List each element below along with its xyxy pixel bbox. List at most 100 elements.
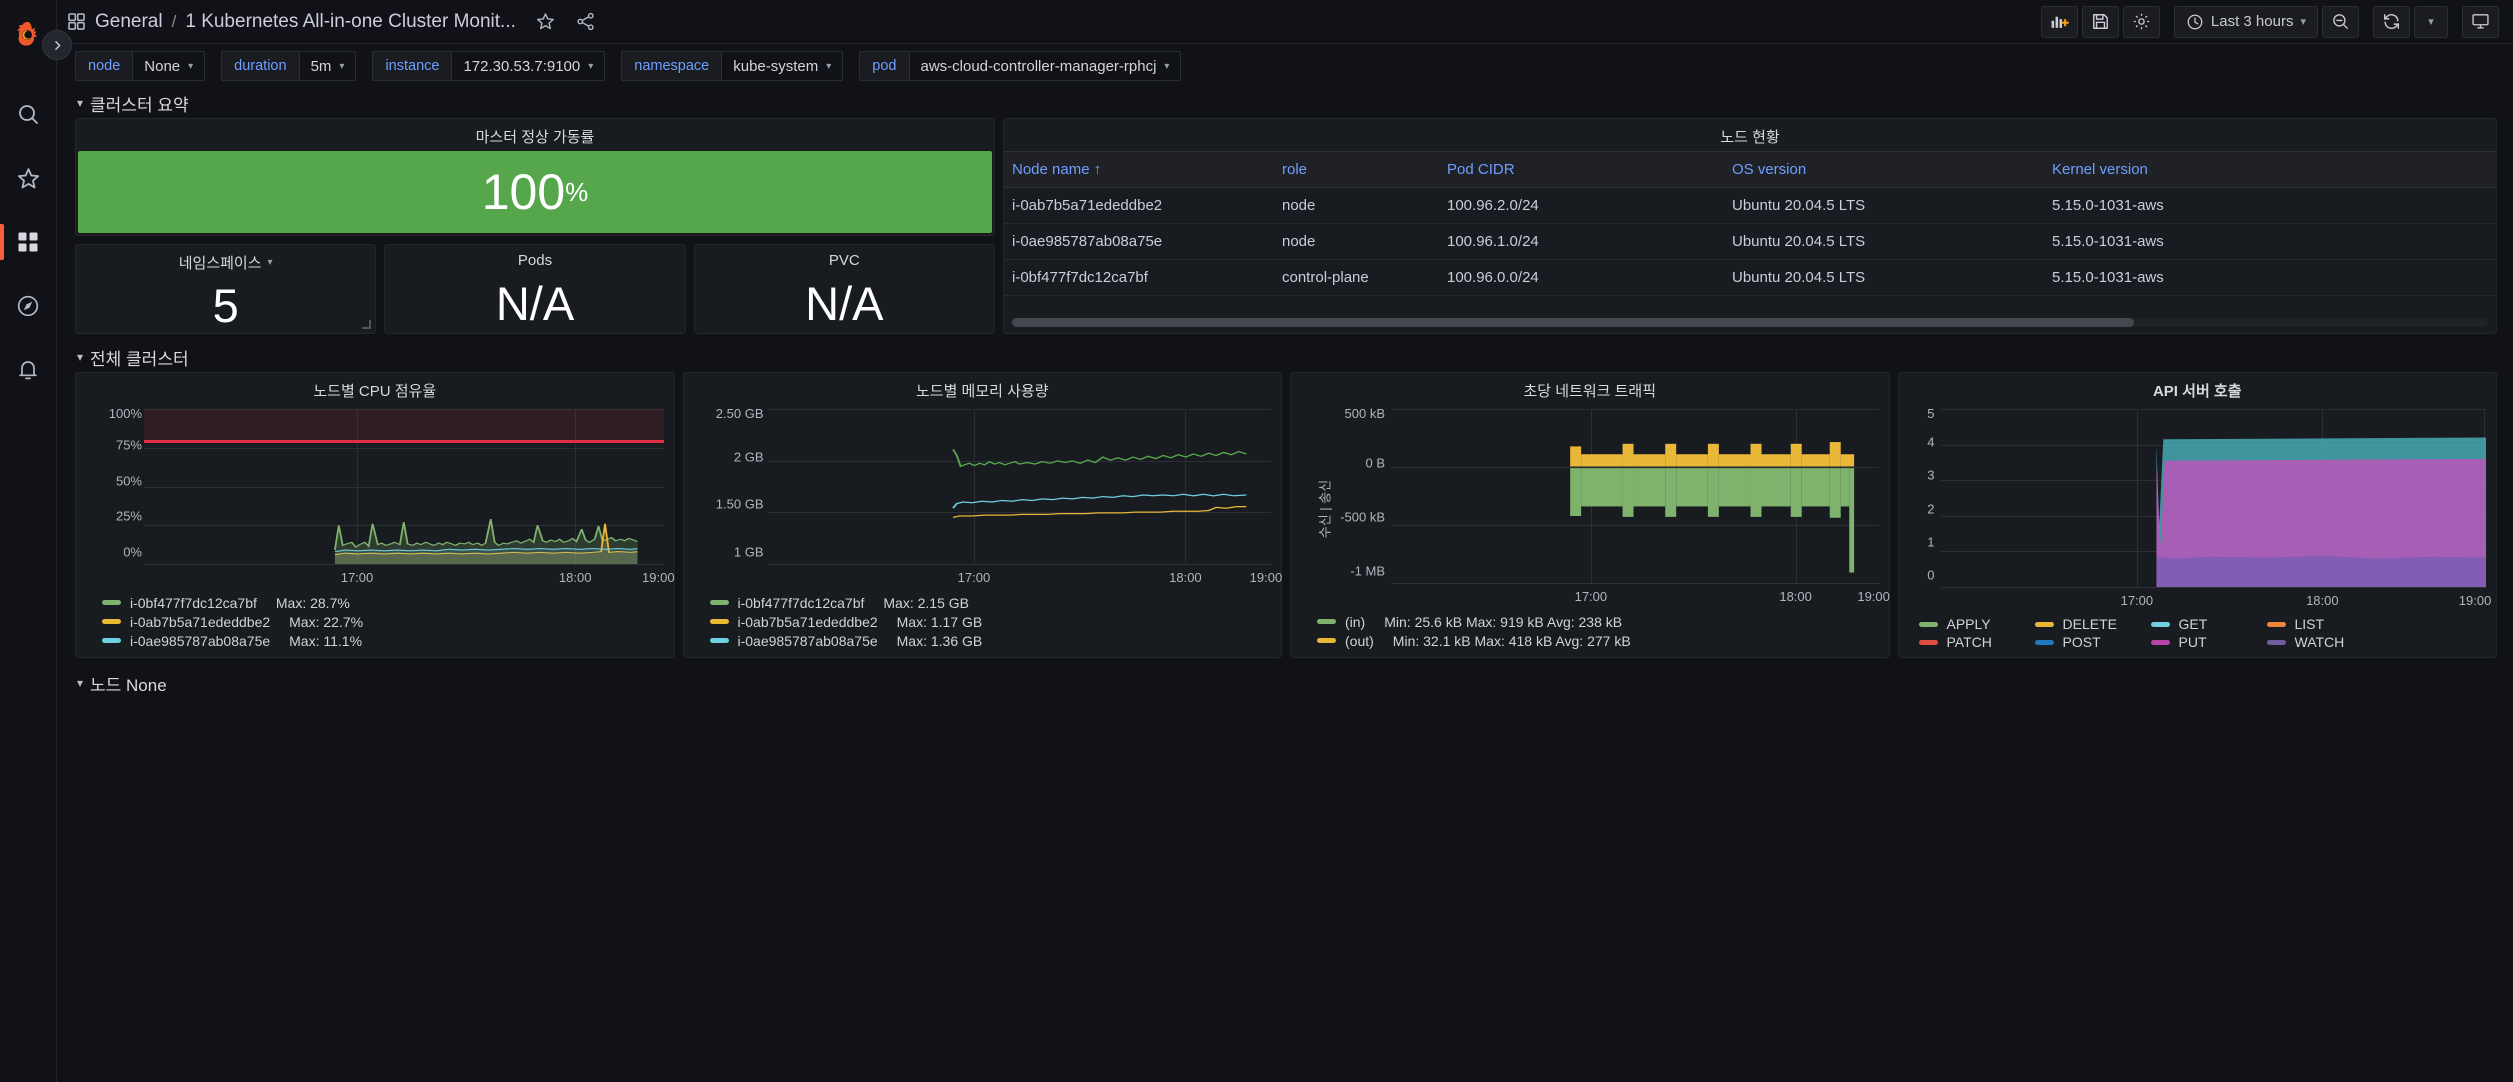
nav-rail-expand-button[interactable]	[42, 30, 72, 60]
network-xtick: 19:00	[1857, 589, 1890, 604]
page-title[interactable]: 1 Kubernetes All-in-one Cluster Monit...	[185, 10, 516, 32]
legend-item[interactable]: APPLY	[1918, 616, 2035, 632]
time-range-picker[interactable]: Last 3 hours ▾	[2173, 5, 2318, 38]
add-panel-button[interactable]	[2040, 5, 2078, 38]
network-plot-area	[1391, 409, 1879, 584]
legend-item[interactable]: i-0ab7b5a71ededdbe2 Max: 22.7%	[102, 614, 363, 630]
star-outline-icon[interactable]	[535, 11, 556, 32]
table-horizontal-scrollbar[interactable]	[1012, 318, 2488, 327]
column-header-node-name[interactable]: Node name ↑	[1012, 161, 1102, 178]
grafana-logo-icon[interactable]	[5, 12, 51, 58]
zoom-out-time-button[interactable]	[2322, 5, 2359, 38]
memory-ytick: 2.50 GB	[715, 406, 764, 421]
zoom-out-icon	[2333, 14, 2348, 29]
network-series-svg	[1570, 442, 1855, 573]
legend-item[interactable]: i-0bf477f7dc12ca7bf Max: 2.15 GB	[709, 594, 969, 611]
topbar-actions: Last 3 hours ▾ ▾	[2040, 5, 2499, 38]
row-header-cluster-summary[interactable]: ▾ 클러스터 요약	[75, 88, 2497, 118]
sidebar-item-explore[interactable]	[0, 274, 57, 338]
variable-namespace-label: namespace	[621, 51, 722, 81]
sidebar-item-starred[interactable]	[0, 146, 57, 210]
row-title-whole-cluster: 전체 클러스터	[90, 349, 189, 369]
column-header-os-version[interactable]: OS version	[1732, 161, 1807, 178]
legend-series-name: LIST	[2294, 616, 2325, 632]
chart-network-traffic[interactable]: 수신 | 송신 500 kB 0 B -500 kB -1 MB	[1297, 407, 1890, 608]
refresh-icon	[2383, 14, 2400, 29]
sidebar-item-alerting[interactable]	[0, 338, 57, 402]
legend-series-name: i-0bf477f7dc12ca7bf	[737, 594, 865, 611]
legend-item[interactable]: i-0ae985787ab08a75e Max: 11.1%	[102, 633, 362, 649]
legend-color-swatch	[1918, 621, 1938, 627]
row-header-node[interactable]: ▾ 노드 None	[75, 668, 2497, 698]
chart-cpu-usage[interactable]: 100% 75% 50% 25% 0%	[82, 407, 675, 589]
row-title-node: 노드 None	[90, 675, 167, 695]
legend-item[interactable]: LIST	[2266, 616, 2383, 632]
variable-instance: instance 172.30.53.7:9100 ▾	[372, 51, 606, 81]
cell-node-name: i-0ae985787ab08a75e	[1012, 233, 1163, 250]
save-icon	[2092, 14, 2108, 29]
refresh-interval-dropdown[interactable]: ▾	[2414, 5, 2448, 38]
share-nodes-icon[interactable]	[575, 11, 596, 32]
variable-namespace-select[interactable]: kube-system ▾	[721, 51, 844, 81]
breadcrumb-folder[interactable]: General	[95, 10, 163, 32]
variable-pod-select[interactable]: aws-cloud-controller-manager-rphcj ▾	[908, 51, 1182, 81]
legend-series-name: i-0ab7b5a71ededdbe2	[130, 613, 271, 630]
legend-item[interactable]: i-0ab7b5a71ededdbe2 Max: 1.17 GB	[709, 613, 982, 630]
panel-title-network-traffic: 초당 네트워크 트래픽	[1523, 383, 1657, 400]
legend-item[interactable]: (in) Min: 25.6 kB Max: 919 kB Avg: 238 kB	[1317, 614, 1622, 630]
panel-cpu-usage: 노드별 CPU 점유율 100% 75% 50% 25% 0%	[75, 372, 675, 658]
cpu-x-axis: 17:00 18:00 19:00	[144, 567, 675, 589]
variable-duration-select[interactable]: 5m ▾	[298, 51, 357, 81]
legend-item[interactable]: PUT	[2150, 634, 2267, 650]
legend-item[interactable]: WATCH	[2266, 634, 2383, 650]
chart-memory-usage[interactable]: 2.50 GB 2 GB 1.50 GB 1 GB	[690, 406, 1282, 589]
gear-icon	[2133, 13, 2150, 30]
cell-kernel-version: 5.15.0-1031-aws	[2052, 197, 2164, 214]
variable-namespace-value: kube-system	[733, 57, 819, 75]
refresh-dashboard-button[interactable]	[2373, 5, 2410, 38]
dashboard-grid-icon	[67, 12, 86, 31]
star-icon	[17, 167, 39, 188]
legend-series-name: i-0ab7b5a71ededdbe2	[737, 613, 878, 630]
cpu-ytick: 25%	[115, 508, 142, 524]
api-legend: APPLY DELETE GET LIST PATCH POST PUT WAT…	[1899, 612, 2497, 657]
variable-node-select[interactable]: None ▾	[132, 51, 206, 81]
legend-color-swatch	[2034, 621, 2054, 627]
legend-item[interactable]: GET	[2150, 616, 2267, 632]
variable-duration-label: duration	[221, 51, 299, 81]
legend-item[interactable]: POST	[2034, 634, 2151, 650]
cpu-threshold-region	[144, 409, 664, 440]
variable-instance-select[interactable]: 172.30.53.7:9100 ▾	[451, 51, 606, 81]
tv-mode-button[interactable]	[2462, 5, 2499, 38]
save-dashboard-button[interactable]	[2081, 5, 2119, 38]
legend-item[interactable]: PATCH	[1918, 634, 2035, 650]
legend-item[interactable]: i-0bf477f7dc12ca7bf Max: 28.7%	[102, 595, 350, 611]
whole-cluster-graph-row: 노드별 CPU 점유율 100% 75% 50% 25% 0%	[75, 372, 2497, 658]
legend-color-swatch	[709, 619, 729, 624]
legend-series-name: APPLY	[1946, 616, 1991, 632]
panel-title-master-uptime: 마스터 정상 가동률	[475, 129, 595, 146]
sidebar-item-dashboards[interactable]	[0, 210, 57, 274]
chart-api-server-requests[interactable]: 5 4 3 2 1 0	[1905, 407, 2491, 612]
memory-xtick: 18:00	[1169, 570, 1202, 585]
dashboard-settings-button[interactable]	[2122, 5, 2160, 38]
legend-series-stat: Max: 2.15 GB	[883, 594, 969, 611]
variable-node: node None ▾	[75, 51, 206, 81]
column-header-kernel-version[interactable]: Kernel version	[2052, 161, 2148, 178]
cell-node-name: i-0ab7b5a71ededdbe2	[1012, 197, 1163, 214]
dashboards-grid-icon	[18, 232, 38, 252]
panel-title-namespace-label: 네임스페이스	[178, 255, 262, 272]
legend-color-swatch	[2034, 639, 2054, 645]
column-header-pod-cidr[interactable]: Pod CIDR	[1447, 161, 1515, 178]
row-header-whole-cluster[interactable]: ▾ 전체 클러스터	[75, 342, 2497, 372]
legend-item[interactable]: DELETE	[2034, 616, 2151, 632]
column-header-role[interactable]: role	[1282, 161, 1308, 178]
legend-item[interactable]: i-0ae985787ab08a75e Max: 1.36 GB	[709, 633, 982, 649]
legend-item[interactable]: (out) Min: 32.1 kB Max: 418 kB Avg: 277 k…	[1317, 633, 1631, 649]
variable-instance-label: instance	[372, 51, 452, 81]
panel-title-namespace[interactable]: 네임스페이스 ▾	[179, 252, 273, 273]
panel-resize-handle[interactable]	[362, 320, 372, 329]
sidebar-item-search[interactable]	[0, 82, 57, 146]
panel-memory-usage: 노드별 메모리 사용량 2.50 GB 2 GB 1.50 GB 1 GB	[682, 372, 1282, 658]
panel-master-uptime: 마스터 정상 가동률 100%	[75, 118, 995, 236]
